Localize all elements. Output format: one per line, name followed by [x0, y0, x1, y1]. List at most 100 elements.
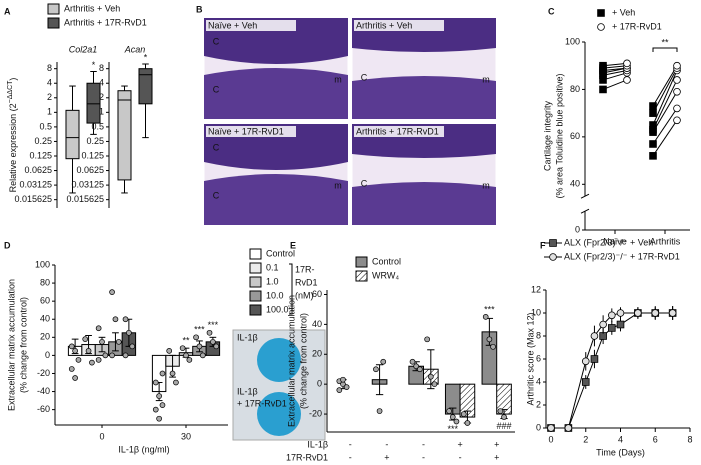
data-point: [673, 88, 681, 96]
legend-label: 1.0: [266, 276, 279, 286]
x-axis-label: IL-1β (ng/ml): [118, 444, 169, 454]
y-tick-label: 12: [531, 284, 541, 294]
row-value: +: [384, 452, 389, 462]
axis-break: [580, 208, 590, 214]
pair-line: [602, 65, 628, 69]
tile-label: Naïve + Veh: [208, 20, 257, 30]
row-value: -: [422, 439, 425, 449]
legend-label: Control: [372, 256, 401, 266]
y-axis-label: Extracellular matrix accumulation: [286, 295, 296, 427]
tile-mark: C: [361, 178, 368, 188]
box: [138, 68, 153, 105]
data-point: [210, 338, 216, 345]
y-tick-label: -20: [37, 368, 50, 378]
tile-label: Naïve + 17R-RvD1: [208, 126, 284, 136]
legend-swatch: [47, 3, 60, 15]
data-point: [446, 408, 452, 414]
legend-label: Arthritis + Veh: [64, 3, 120, 13]
axis-break: [580, 193, 590, 199]
y-axis-label: Extracellular matrix accumulation: [6, 279, 16, 411]
pair-line: [602, 79, 628, 90]
legend-swatch: [355, 256, 368, 268]
data-point: [152, 379, 159, 386]
tile-label: Arthritis + 17R-RvD1: [356, 126, 439, 136]
legend-label: ALX (Fpr2/3)⁻/⁻ + 17R-RvD1: [564, 251, 680, 261]
data-point: [673, 104, 681, 113]
data-point: [608, 324, 616, 332]
label-bg: [354, 20, 444, 31]
tile-mark: C: [213, 142, 220, 152]
panel-title: Acan: [124, 44, 146, 54]
data-point: [453, 418, 460, 425]
label-bg: [206, 126, 296, 137]
significance: **: [182, 336, 190, 346]
series-line: [551, 312, 673, 429]
data-point: [99, 338, 105, 345]
data-point: [497, 408, 504, 414]
significance: **: [661, 37, 669, 47]
row-label: IL-1β: [307, 439, 328, 449]
y-tick-label: -20: [309, 408, 322, 418]
data-point: [649, 140, 657, 148]
legend-swatch: [249, 304, 262, 316]
pair-line: [652, 91, 678, 133]
x-tick-label: Naïve: [603, 236, 627, 246]
x-tick-label: 2: [583, 434, 588, 444]
pair-line: [602, 72, 628, 81]
data-point: [156, 415, 162, 422]
x-tick-label: 0: [548, 434, 553, 444]
y-tick-label: 0.5: [91, 121, 104, 131]
data-point: [122, 316, 129, 323]
data-point: [547, 424, 555, 432]
data-point: [649, 152, 657, 160]
y-tick-label: 2: [99, 92, 104, 102]
row-value: +: [494, 452, 499, 462]
legend-swatch: [249, 262, 262, 274]
row-value: -: [422, 452, 425, 462]
y-tick-label: 40: [40, 314, 50, 324]
x-axis-label: Time (Days): [596, 447, 645, 457]
y-tick-label: 0.03125: [19, 179, 52, 189]
y-tick-label: 4: [47, 78, 52, 88]
x-tick-label: 30: [181, 431, 191, 441]
pair-line: [652, 79, 678, 130]
data-point: [95, 357, 102, 363]
data-point: [183, 352, 189, 359]
legend-label: 10.0: [266, 290, 284, 300]
data-point: [336, 387, 343, 393]
y-tick-label: 60: [312, 289, 322, 299]
data-point: [424, 336, 431, 343]
legend-title: 17R-: [295, 264, 315, 274]
panel-label: E: [290, 240, 296, 250]
y-tick-label: 100: [35, 259, 50, 269]
data-point: [126, 329, 132, 336]
y-tick-label: 0: [575, 224, 580, 234]
bone-bottom: [352, 76, 496, 119]
legend-swatch: [249, 248, 262, 260]
y-tick-label: -60: [37, 404, 50, 414]
y-tick-label: 40: [312, 319, 322, 329]
significance: ***: [448, 424, 459, 434]
tile-mark: m: [482, 180, 490, 190]
data-point: [166, 348, 173, 354]
data-point: [599, 61, 607, 70]
y-axis-label-part: Relative expression (2: [8, 103, 18, 192]
data-point: [482, 314, 489, 320]
data-point: [95, 325, 102, 332]
data-point: [179, 345, 186, 352]
legend-swatch: [597, 9, 605, 17]
data-point: [416, 366, 423, 373]
y-tick-label: 100: [565, 36, 580, 46]
y-axis-label: Cartilage integrity: [542, 100, 552, 171]
y-tick-label: 0.03125: [71, 179, 104, 189]
data-point: [409, 358, 416, 365]
data-point: [581, 357, 590, 366]
pair-line: [652, 65, 678, 107]
data-point: [173, 379, 179, 386]
significance: ###: [497, 421, 512, 431]
y-tick-label: 20: [40, 332, 50, 342]
y-tick-label: 0: [45, 350, 50, 360]
y-axis-label: (% change from control): [18, 297, 28, 393]
data-point: [634, 309, 642, 317]
